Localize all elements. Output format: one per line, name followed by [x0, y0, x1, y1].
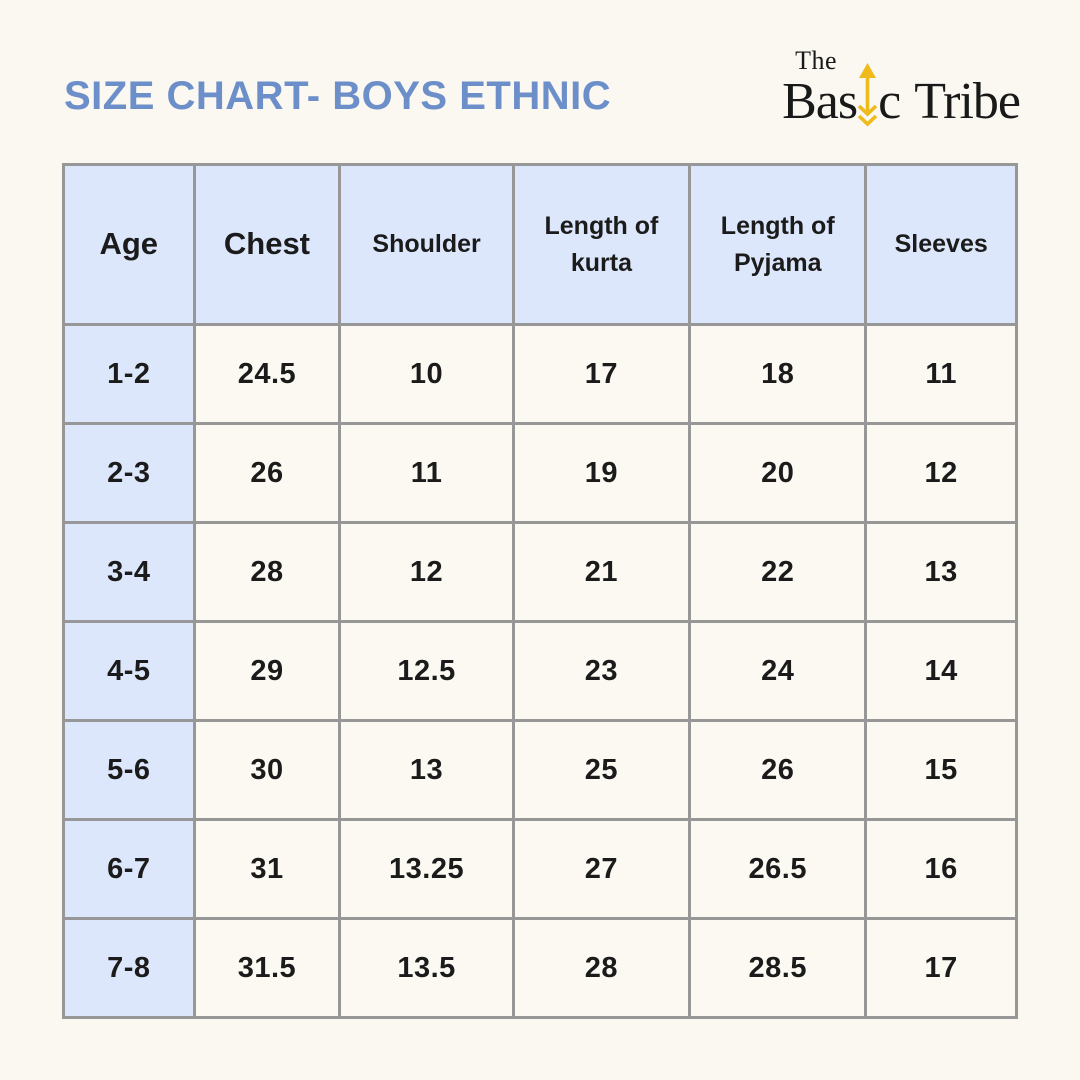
- pyjama-length-cell: 26: [688, 719, 868, 821]
- table-row: 2-3 26 11 19 20 12: [62, 422, 1018, 524]
- age-cell: 3-4: [62, 521, 196, 623]
- kurta-length-cell: 27: [511, 818, 692, 920]
- logo-wordmark: Bas c Tribe: [782, 63, 1021, 130]
- sleeves-cell: 12: [864, 422, 1018, 524]
- age-cell: 7-8: [62, 917, 196, 1019]
- column-header-kurta-length: Length of kurta: [511, 163, 692, 326]
- shoulder-cell: 13: [338, 719, 515, 821]
- pyjama-length-cell: 28.5: [688, 917, 868, 1019]
- sleeves-cell: 14: [864, 620, 1018, 722]
- chest-cell: 29: [192, 620, 342, 722]
- sleeves-cell: 11: [864, 323, 1018, 425]
- age-cell: 4-5: [62, 620, 196, 722]
- pyjama-length-cell: 18: [688, 323, 868, 425]
- table-row: 6-7 31 13.25 27 26.5 16: [62, 818, 1018, 920]
- logo-word1-suffix: c: [878, 73, 901, 130]
- shoulder-cell: 12: [338, 521, 515, 623]
- logo-the: The: [795, 46, 838, 75]
- age-cell: 6-7: [62, 818, 196, 920]
- shoulder-cell: 12.5: [338, 620, 515, 722]
- table-row: 1-2 24.5 10 17 18 11: [62, 323, 1018, 425]
- kurta-length-cell: 28: [511, 917, 692, 1019]
- logo-word2: Tribe: [914, 73, 1021, 130]
- page-title: SIZE CHART- BOYS ETHNIC: [64, 74, 612, 118]
- table-row: 3-4 28 12 21 22 13: [62, 521, 1018, 623]
- column-header-chest: Chest: [192, 163, 342, 326]
- kurta-length-cell: 19: [511, 422, 692, 524]
- kurta-length-cell: 23: [511, 620, 692, 722]
- table-row: 7-8 31.5 13.5 28 28.5 17: [62, 917, 1018, 1019]
- pyjama-length-cell: 20: [688, 422, 868, 524]
- shoulder-cell: 11: [338, 422, 515, 524]
- chest-cell: 24.5: [192, 323, 342, 425]
- chest-cell: 26: [192, 422, 342, 524]
- pyjama-length-cell: 26.5: [688, 818, 868, 920]
- sleeves-cell: 17: [864, 917, 1018, 1019]
- table-row: 4-5 29 12.5 23 24 14: [62, 620, 1018, 722]
- pyjama-length-cell: 22: [688, 521, 868, 623]
- brand-logo: The Bas c Tribe: [782, 46, 1021, 130]
- age-cell: 1-2: [62, 323, 196, 425]
- chest-cell: 28: [192, 521, 342, 623]
- pyjama-length-cell: 24: [688, 620, 868, 722]
- kurta-length-cell: 25: [511, 719, 692, 821]
- kurta-length-cell: 17: [511, 323, 692, 425]
- logo-word1-prefix: Bas: [782, 73, 858, 130]
- shoulder-cell: 13.5: [338, 917, 515, 1019]
- column-header-shoulder: Shoulder: [338, 163, 515, 326]
- column-header-pyjama-length: Length of Pyjama: [688, 163, 868, 326]
- up-arrow-icon: [857, 63, 878, 127]
- chest-cell: 31: [192, 818, 342, 920]
- sleeves-cell: 13: [864, 521, 1018, 623]
- sleeves-cell: 16: [864, 818, 1018, 920]
- table-row: 5-6 30 13 25 26 15: [62, 719, 1018, 821]
- size-chart-table: Age Chest Shoulder Length of kurta Lengt…: [62, 163, 1018, 1019]
- sleeves-cell: 15: [864, 719, 1018, 821]
- age-cell: 5-6: [62, 719, 196, 821]
- shoulder-cell: 13.25: [338, 818, 515, 920]
- shoulder-cell: 10: [338, 323, 515, 425]
- chest-cell: 31.5: [192, 917, 342, 1019]
- kurta-length-cell: 21: [511, 521, 692, 623]
- header-row: Age Chest Shoulder Length of kurta Lengt…: [62, 163, 1018, 326]
- chest-cell: 30: [192, 719, 342, 821]
- column-header-sleeves: Sleeves: [864, 163, 1018, 326]
- column-header-age: Age: [62, 163, 196, 326]
- age-cell: 2-3: [62, 422, 196, 524]
